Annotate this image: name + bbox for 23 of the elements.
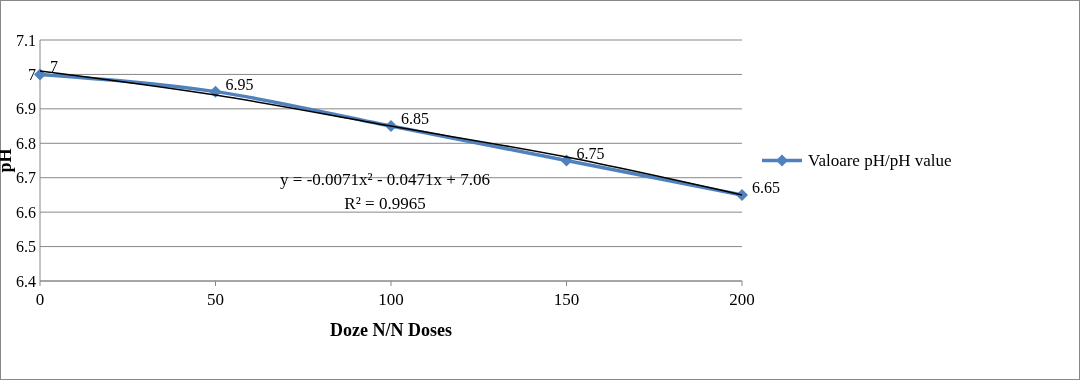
x-tick-label: 100	[378, 290, 404, 309]
data-label: 6.95	[225, 75, 254, 93]
legend-label: Valoare pH/pH value	[808, 151, 952, 171]
y-tick-label: 7.1	[16, 31, 36, 49]
x-axis-title: Doze N/N Doses	[330, 320, 452, 340]
annotation: R² = 0.9965	[344, 194, 426, 213]
y-tick-label: 6.9	[16, 100, 36, 118]
y-tick-label: 6.4	[16, 272, 36, 290]
x-tick-label: 150	[553, 290, 580, 309]
y-tick-label: 6.8	[16, 134, 36, 152]
y-tick-label: 7	[28, 66, 36, 84]
x-tick-label: 50	[207, 290, 224, 309]
data-label: 7	[50, 58, 58, 76]
y-axis-title: pH	[0, 148, 15, 173]
data-label: 6.85	[401, 110, 429, 128]
y-tick-label: 6.5	[16, 238, 36, 256]
y-tick-label: 6.6	[16, 203, 36, 221]
data-label: 6.75	[576, 144, 605, 162]
x-tick-label: 200	[729, 290, 755, 309]
data-label: 6.65	[752, 178, 780, 196]
annotation: y = -0.0071x² - 0.0471x + 7.06	[280, 170, 490, 189]
y-tick-label: 6.7	[16, 169, 36, 187]
x-tick-label: 0	[35, 290, 45, 309]
